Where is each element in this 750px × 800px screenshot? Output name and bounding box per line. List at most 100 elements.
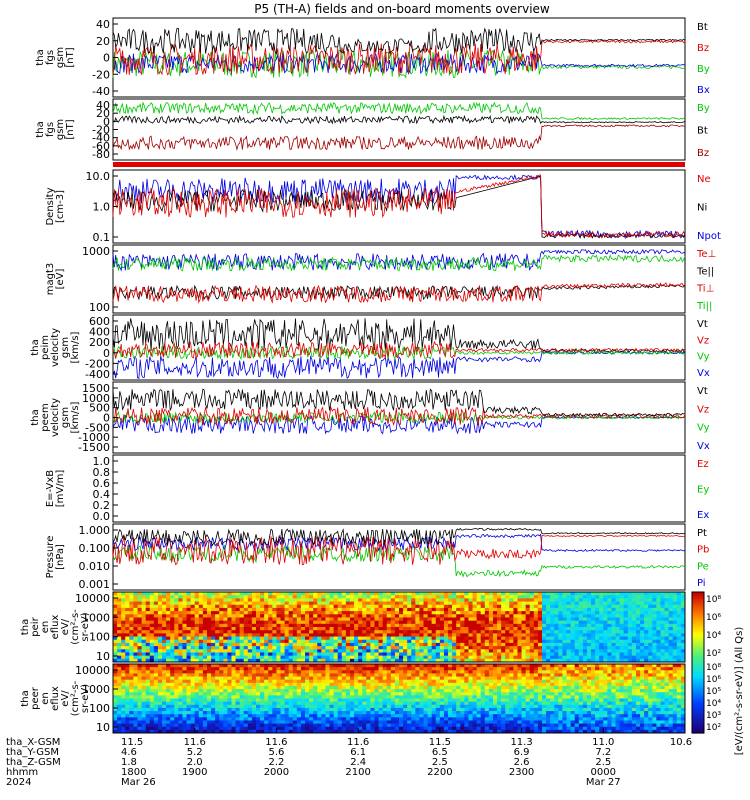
legend-pt: Pt [697, 528, 707, 539]
x-col-y: 5.6 [268, 747, 284, 758]
x-col-x: 11.5 [429, 737, 451, 748]
x-col-x: 11.0 [592, 737, 614, 748]
series-line [112, 39, 686, 76]
legend-by: By [697, 103, 710, 114]
legend-vz: Vz [697, 335, 709, 346]
legend-ex: Ex [697, 510, 709, 521]
legend-by: By [697, 64, 710, 75]
panel-density: 10.0 1.0 0.1 Density[cm-3] Ne Ni Npot [45, 169, 721, 244]
y-tick-label: 1.000 [79, 524, 111, 537]
y-tick-label: 400 [89, 326, 110, 339]
legend-ez: Ez [697, 459, 709, 470]
y-tick-label: 0.8 [93, 466, 111, 479]
y-tick-label: 40 [96, 18, 110, 31]
y-tick-label: 0.6 [93, 477, 111, 490]
series-line [112, 340, 686, 359]
x-col-z: 2.0 [187, 757, 203, 768]
legend-vy: Vy [697, 352, 710, 363]
y-tick-label: 1000 [82, 683, 110, 696]
legend-bx: Bx [697, 85, 710, 96]
series-line [112, 175, 686, 239]
legend-vy: Vy [697, 423, 710, 434]
legend-vz: Vz [697, 404, 709, 415]
panel-frame [112, 314, 686, 381]
legend-vx: Vx [697, 441, 710, 452]
y-tick-label: 200 [89, 336, 110, 349]
y-tick-label: -1500 [78, 441, 110, 454]
y-axis-label: thapeerenefluxeV/(cm²-s-sr-eV) [20, 680, 91, 716]
panel-frame [112, 663, 686, 734]
colorbar-tick: 10⁴ [706, 699, 721, 709]
y-axis-label: Density[cm-3] [45, 187, 66, 225]
y-axis-label: E=-VxB[mV/m] [45, 470, 66, 508]
y-tick-label: 1000 [82, 392, 110, 405]
y-axis-label: Pressure[nPa] [45, 536, 66, 579]
y-tick-label: 0 [103, 52, 110, 65]
series-line [112, 533, 686, 552]
series-line [112, 248, 686, 272]
panel-peer: 10000 1000 100 10 thapeerenefluxeV/(cm²-s-sr… [20, 663, 686, 734]
colorbar-tick: 10⁶ [706, 675, 721, 685]
y-tick-label: 20 [96, 107, 110, 120]
x-col-z: 2.6 [514, 757, 530, 768]
y-tick-label: 500 [89, 402, 110, 415]
x-col-y: 7.2 [595, 747, 611, 758]
x-col-x: 11.3 [510, 737, 532, 748]
panel-frame [112, 454, 686, 523]
panel-frame [112, 591, 686, 663]
colorbar-tick: 10² [706, 649, 721, 659]
state-bar [113, 162, 685, 167]
y-tick-label: 1500 [82, 382, 110, 395]
y-tick-label: -400 [85, 368, 110, 381]
x-row-label: 2024 [6, 777, 31, 788]
y-tick-label: 100 [89, 702, 110, 715]
y-tick-label: 40 [96, 99, 110, 112]
y-tick-label: 100 [89, 631, 110, 644]
y-tick-label: -20 [92, 124, 110, 137]
x-col-z: 2.5 [595, 757, 611, 768]
x-col-x: 11.6 [184, 737, 206, 748]
panel-pressure: 1.000 0.100 0.010 0.001 Pressure[nPa] Pt Pb Pe P… [45, 523, 709, 591]
legend-bz: Bz [697, 148, 709, 159]
chart-title: P5 (TH-A) fields and on-board moments ov… [254, 2, 550, 16]
x-col-z: 1.8 [121, 757, 137, 768]
legend-pe: Pe [697, 561, 709, 572]
x-col-hhmm: 2300 [509, 767, 534, 778]
y-tick-label: -20 [92, 68, 110, 81]
y-tick-label: 0.2 [93, 499, 111, 512]
x-col-z: 2.2 [268, 757, 284, 768]
x-col-x-last: 10.6 [670, 737, 692, 748]
y-tick-label: 0.1 [93, 231, 111, 244]
y-tick-label: 0.010 [79, 560, 111, 573]
y-tick-label: 0 [103, 347, 110, 360]
colorbar-tick: 10⁵ [706, 687, 721, 697]
legend-ti||: Ti|| [696, 301, 712, 312]
legend-te||: Te|| [696, 266, 714, 277]
series-line [112, 254, 686, 272]
series-line [112, 52, 686, 75]
y-tick-label: 1.0 [93, 455, 111, 468]
y-tick-label: 0.0 [93, 510, 111, 523]
legend-ne: Ne [697, 174, 711, 185]
y-axis-label: thapeimvelocitygsm[km/s] [30, 328, 81, 367]
x-axis: tha_X-GSMtha_Y-GSMtha_Z-GSMhhmm202411.54… [6, 728, 692, 788]
y-tick-label: -500 [85, 421, 110, 434]
legend-pb: Pb [697, 545, 709, 556]
panel-efield: 1.00.80.60.40.20.0 E=-VxB[mV/m] Ez Ey Ex [45, 454, 709, 523]
y-tick-label: 0.001 [79, 578, 111, 591]
x-col-date: Mar 27 [586, 777, 621, 788]
panel-fgs1: 40 20 0 -20 -40 thafgsgsm[nT] Bt Bz By Bx [35, 17, 710, 98]
legend-ni: Ni [697, 203, 707, 214]
legend-bt: Bt [697, 22, 708, 33]
x-col-y: 6.1 [350, 747, 366, 758]
y-tick-label: 20 [96, 35, 110, 48]
x-row-label: hhmm [6, 767, 38, 778]
legend-pi: Pi [697, 578, 706, 589]
y-tick-label: -80 [92, 148, 110, 161]
y-tick-label: 1.0 [93, 201, 111, 214]
colorbar-label: [eV/(cm²-s-sr-eV)] (All Qs) [734, 627, 745, 756]
y-axis-label: thafgsgsm[nT] [35, 47, 76, 68]
